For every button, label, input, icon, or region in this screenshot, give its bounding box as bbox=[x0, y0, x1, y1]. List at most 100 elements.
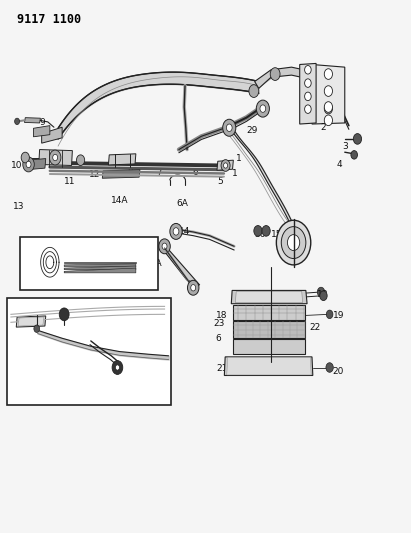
Circle shape bbox=[159, 239, 170, 254]
Text: 28: 28 bbox=[109, 390, 120, 399]
Circle shape bbox=[53, 155, 58, 161]
Circle shape bbox=[173, 228, 179, 235]
Text: 17: 17 bbox=[298, 252, 309, 260]
Polygon shape bbox=[64, 264, 136, 266]
Circle shape bbox=[226, 124, 232, 132]
Circle shape bbox=[324, 103, 332, 114]
Circle shape bbox=[59, 308, 69, 321]
Polygon shape bbox=[109, 154, 136, 165]
Circle shape bbox=[351, 151, 358, 159]
Text: 16: 16 bbox=[144, 268, 155, 276]
Circle shape bbox=[162, 243, 167, 249]
Text: 29: 29 bbox=[247, 126, 258, 135]
Polygon shape bbox=[102, 169, 140, 178]
Bar bbox=[7, 298, 171, 405]
Text: 27: 27 bbox=[97, 382, 109, 391]
Text: 13: 13 bbox=[13, 203, 25, 212]
Circle shape bbox=[26, 161, 31, 167]
Text: 1: 1 bbox=[236, 154, 242, 163]
Circle shape bbox=[191, 285, 196, 291]
Circle shape bbox=[254, 225, 262, 236]
Text: 21: 21 bbox=[217, 364, 228, 373]
Text: 15: 15 bbox=[271, 230, 282, 239]
Text: 1: 1 bbox=[232, 169, 238, 179]
Text: 13B: 13B bbox=[64, 268, 82, 276]
Circle shape bbox=[34, 325, 39, 333]
Text: 6: 6 bbox=[216, 334, 222, 343]
Text: 25: 25 bbox=[19, 319, 30, 328]
Polygon shape bbox=[26, 159, 46, 169]
Circle shape bbox=[305, 66, 311, 74]
Polygon shape bbox=[39, 150, 72, 165]
Circle shape bbox=[187, 280, 199, 295]
Polygon shape bbox=[236, 292, 302, 303]
Circle shape bbox=[224, 163, 228, 168]
Polygon shape bbox=[159, 245, 200, 285]
Text: 9: 9 bbox=[39, 118, 45, 127]
Text: 16A: 16A bbox=[145, 260, 162, 268]
Bar bbox=[21, 237, 157, 290]
Text: 14: 14 bbox=[179, 228, 190, 237]
Circle shape bbox=[249, 85, 259, 98]
Text: 18: 18 bbox=[317, 290, 329, 299]
Text: 19: 19 bbox=[332, 311, 344, 320]
Circle shape bbox=[276, 220, 311, 265]
Circle shape bbox=[353, 134, 362, 144]
Text: 6: 6 bbox=[192, 168, 198, 177]
Text: 23: 23 bbox=[214, 319, 225, 328]
Text: 26: 26 bbox=[68, 315, 80, 324]
Text: 24: 24 bbox=[37, 319, 49, 328]
Circle shape bbox=[324, 115, 332, 126]
Text: 20: 20 bbox=[332, 367, 344, 376]
Text: 10: 10 bbox=[11, 161, 23, 170]
Text: 8: 8 bbox=[128, 168, 134, 177]
Circle shape bbox=[320, 291, 327, 301]
Polygon shape bbox=[16, 316, 46, 327]
Circle shape bbox=[112, 361, 123, 374]
Circle shape bbox=[324, 102, 332, 112]
Circle shape bbox=[326, 310, 333, 319]
Circle shape bbox=[317, 287, 325, 297]
Text: 11: 11 bbox=[64, 177, 76, 186]
Text: 12: 12 bbox=[89, 170, 100, 179]
Circle shape bbox=[21, 152, 29, 163]
Circle shape bbox=[221, 160, 230, 171]
Circle shape bbox=[270, 68, 280, 80]
Polygon shape bbox=[217, 160, 233, 170]
Circle shape bbox=[324, 86, 332, 96]
Circle shape bbox=[256, 100, 269, 117]
Circle shape bbox=[260, 105, 266, 112]
Polygon shape bbox=[285, 235, 303, 241]
Polygon shape bbox=[64, 262, 136, 263]
Circle shape bbox=[170, 223, 182, 239]
Text: 5: 5 bbox=[217, 177, 223, 186]
Circle shape bbox=[23, 157, 34, 172]
Polygon shape bbox=[224, 357, 313, 375]
Polygon shape bbox=[18, 317, 44, 326]
Polygon shape bbox=[227, 358, 311, 375]
Text: 22: 22 bbox=[309, 323, 321, 332]
Text: 18: 18 bbox=[216, 311, 227, 320]
Circle shape bbox=[324, 69, 332, 79]
Circle shape bbox=[49, 150, 61, 165]
Text: 3: 3 bbox=[343, 142, 349, 151]
Circle shape bbox=[305, 105, 311, 114]
Text: 13A: 13A bbox=[39, 247, 57, 256]
Polygon shape bbox=[233, 340, 305, 354]
Polygon shape bbox=[64, 268, 136, 273]
Circle shape bbox=[115, 365, 120, 370]
Circle shape bbox=[287, 235, 300, 251]
Circle shape bbox=[262, 225, 270, 236]
Circle shape bbox=[15, 118, 20, 125]
Circle shape bbox=[305, 92, 311, 101]
Text: 4: 4 bbox=[337, 160, 342, 169]
Text: 9117 1100: 9117 1100 bbox=[17, 13, 81, 26]
Polygon shape bbox=[255, 67, 304, 88]
Circle shape bbox=[281, 227, 306, 259]
Polygon shape bbox=[64, 266, 136, 270]
Text: 7: 7 bbox=[156, 168, 162, 177]
Polygon shape bbox=[33, 126, 50, 137]
Polygon shape bbox=[231, 290, 307, 304]
Circle shape bbox=[223, 119, 236, 136]
Polygon shape bbox=[300, 63, 316, 124]
